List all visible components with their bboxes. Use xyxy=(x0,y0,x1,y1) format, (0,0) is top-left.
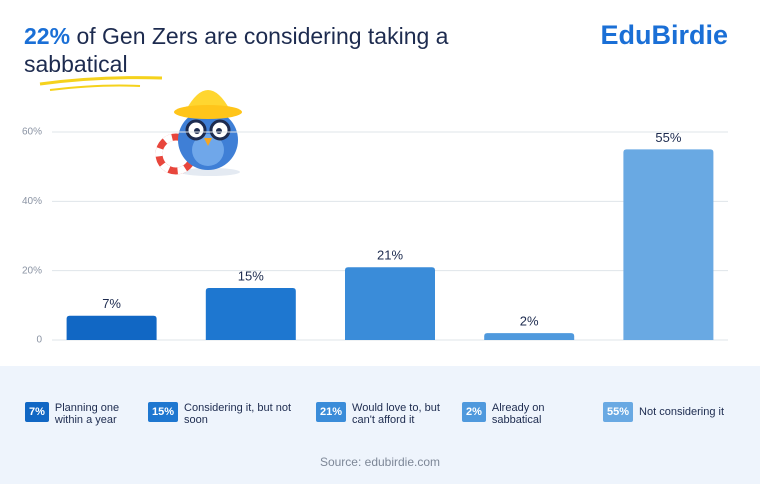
legend-badge: 55% xyxy=(603,402,634,422)
legend-item: 2% Already on sabbatical xyxy=(462,402,562,426)
value-label: 55% xyxy=(655,130,681,145)
bar xyxy=(205,288,296,340)
title-underline xyxy=(39,76,163,86)
bar xyxy=(66,315,157,340)
title-underline xyxy=(49,84,141,91)
value-label: 2% xyxy=(520,314,539,329)
legend-item: 7% Planning one within a year xyxy=(25,402,135,426)
mascot xyxy=(155,90,242,176)
value-label: 21% xyxy=(377,248,403,263)
y-tick-label: 60% xyxy=(22,127,42,138)
value-label: 15% xyxy=(238,268,264,283)
legend-label: Planning one within a year xyxy=(54,402,120,426)
chart-title: 22% of Gen Zers are considering taking a… xyxy=(24,22,504,78)
legend-label: Not considering it xyxy=(639,406,725,418)
legend-badge: 15% xyxy=(148,402,179,422)
brand-logo: EduBirdie xyxy=(600,20,728,50)
y-tick-label: 40% xyxy=(22,196,42,207)
legend-item: 15% Considering it, but not soon xyxy=(148,402,294,426)
bar xyxy=(484,333,575,340)
value-label: 7% xyxy=(102,296,121,311)
title-text: of Gen Zers are considering taking a sab… xyxy=(24,23,449,77)
legend-label: Already on sabbatical xyxy=(491,402,545,426)
legend-badge: 7% xyxy=(25,402,49,422)
bar xyxy=(345,267,435,340)
source: Source: edubirdie.com xyxy=(319,455,441,469)
legend-background xyxy=(0,366,760,484)
legend-badge: 21% xyxy=(316,402,347,422)
legend-label: Would love to, but can't afford it xyxy=(352,402,440,426)
legend-item: 21% Would love to, but can't afford it xyxy=(316,402,452,426)
y-tick-label: 0 xyxy=(36,335,42,346)
legend-badge: 2% xyxy=(462,402,486,422)
legend-item: 55% Not considering it xyxy=(603,402,739,422)
bar xyxy=(623,149,714,340)
legend-label: Considering it, but not soon xyxy=(184,402,292,426)
y-tick-label: 20% xyxy=(22,265,42,276)
title-highlight: 22% xyxy=(24,23,71,49)
